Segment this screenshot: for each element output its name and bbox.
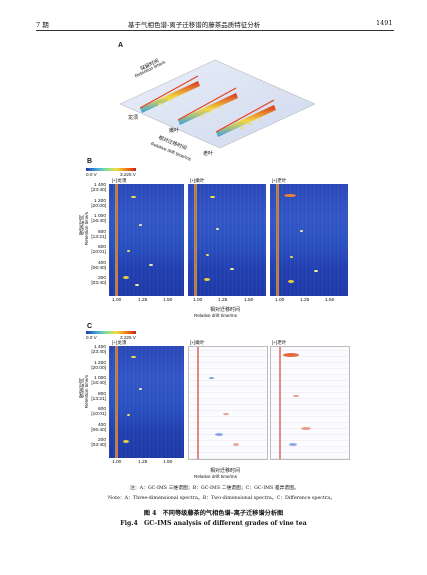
sample-ridges <box>139 75 276 137</box>
panel-c-ytick-time: [10:01] <box>91 412 106 417</box>
panel-b-ytick-value: 800 <box>97 229 106 235</box>
panel-c-ytick-time: [13:21] <box>91 396 106 402</box>
panel-b-ytick-time: [06:40] <box>91 265 106 271</box>
figure-caption-en: Fig.4 GC–IMS analysis of different grade… <box>120 520 307 527</box>
panel-b-xtick-9: 1.50 <box>325 298 335 303</box>
panel-b-ytick-time: [23:40] <box>91 188 106 193</box>
panel-b-subplot-3-title: [+]老叶 <box>272 178 287 183</box>
panel-b-ytick-value: 1 200 <box>93 198 106 204</box>
panel-b-subplot-2-title: [+]嫩叶 <box>190 178 205 183</box>
panel-b-ytick-value: 600 <box>97 245 106 250</box>
panel-c-ytick-time: [16:40] <box>91 381 106 386</box>
panel-c-heatmap-nenye <box>188 346 268 460</box>
note-cn: 注：A：GC-IMS 三维谱图；B：GC-IMS 二维谱图；C：GC-IMS 差… <box>130 486 299 491</box>
panel-c-colorbar-max: 3.225 V <box>120 335 136 340</box>
panel-c-ytick-value: 1 400 <box>93 345 106 350</box>
panel-b-label: B <box>87 158 93 165</box>
panel-c-ytick-value: 1 200 <box>93 360 106 366</box>
panel-b-ytick-value: 200 <box>97 276 106 281</box>
panel-b-ytick-value: 1 000 <box>93 214 106 219</box>
panel-c-ytick-time: [06:40] <box>91 427 106 433</box>
panel-c-subplot-3-title: [+]老叶 <box>272 340 287 345</box>
sample-label-longxu: 龙须 <box>128 115 139 121</box>
panel-b-colorbar-min: 0.0 V <box>86 172 97 177</box>
panel-b-ytick-time: [03:40] <box>91 281 106 286</box>
panel-b-heatmap-laoye <box>270 184 348 296</box>
panel-c-ytick-value: 800 <box>97 391 106 397</box>
header-rule <box>36 30 394 31</box>
panel-b-ytick-time: [20:00] <box>91 203 106 209</box>
panel-c-xlabel-cn: 相对迁移时间 <box>210 468 241 474</box>
sample-label-nenye: 嫩叶 <box>169 128 180 134</box>
panel-b-ytick-value: 400 <box>97 260 106 266</box>
journal-issue: 7 期 <box>36 21 49 29</box>
panel-c-heatmap-laoye <box>270 346 350 460</box>
panel-c-xtick-3: 1.50 <box>163 460 173 465</box>
panel-c-colorbar-min: 0.0 V <box>86 335 97 340</box>
panel-b-colorbar <box>86 168 136 171</box>
panel-b-heatmap-longxu <box>109 184 184 296</box>
panel-c-ytick-time: [23:40] <box>91 350 106 355</box>
panel-c-subplot-1-title: [+]龙须 <box>112 340 127 345</box>
panel-c-ytick-time: [20:00] <box>91 365 106 371</box>
note-en: Note：A：Three-dimensional spectra。B：Two-d… <box>108 496 335 501</box>
page-number: 1491 <box>376 19 393 27</box>
panel-c-xlabel-en: Relative drift time/ms <box>194 474 237 479</box>
panel-b-ytick-time: [13:21] <box>91 234 106 240</box>
panel-b-xtick-7: 1.00 <box>275 298 285 303</box>
panel-c-ytick-value: 1 000 <box>93 376 106 381</box>
three-dimensional-spectra <box>119 59 316 149</box>
panel-a-label: A <box>118 42 124 49</box>
panel-c-ytick-value: 600 <box>97 407 106 412</box>
panel-c-colorbar <box>86 331 136 334</box>
panel-b-xtick-5: 1.25 <box>218 298 228 303</box>
panel-b-xtick-4: 1.00 <box>193 298 203 303</box>
panel-b-xlabel-cn: 相对迁移时间 <box>210 307 241 313</box>
panel-c-ytick-value: 400 <box>97 422 106 428</box>
panel-c-xtick-1: 1.00 <box>112 460 122 465</box>
panel-c-xtick-2: 1.25 <box>138 460 148 465</box>
panel-c-heatmap-longxu <box>109 346 184 458</box>
panel-c-subplot-2-title: [+]嫩叶 <box>190 340 205 345</box>
panel-b-xtick-2: 1.25 <box>138 298 148 303</box>
panel-b-xtick-1: 1.00 <box>112 298 122 303</box>
panel-c-label: C <box>87 323 93 330</box>
panel-b-heatmap-nenye <box>188 184 266 296</box>
panel-b-xtick-8: 1.25 <box>300 298 310 303</box>
panel-b-xlabel-en: Relative drift time/ms <box>194 313 237 318</box>
panel-c-ytick-time: [03:40] <box>91 443 106 448</box>
panel-b-xtick-6: 1.50 <box>244 298 254 303</box>
panel-b-ytick-time: [10:01] <box>91 250 106 255</box>
panel-b-xtick-3: 1.50 <box>163 298 173 303</box>
panel-b-ytick-time: [16:40] <box>91 219 106 224</box>
sample-label-laoye: 老叶 <box>203 151 214 157</box>
running-title: 基于气相色谱-离子迁移谱的藤茶品质特征分析 <box>128 21 261 29</box>
panel-b-colorbar-max: 3.225 V <box>120 172 136 177</box>
panel-c-ytick-value: 200 <box>97 438 106 443</box>
figure-caption-cn: 图 4 不同等级藤茶的气相色谱–离子迁移谱分析图 <box>143 510 284 517</box>
panel-b-ytick-value: 1 400 <box>93 183 106 188</box>
panel-b-subplot-1-title: [+]龙须 <box>112 178 127 183</box>
